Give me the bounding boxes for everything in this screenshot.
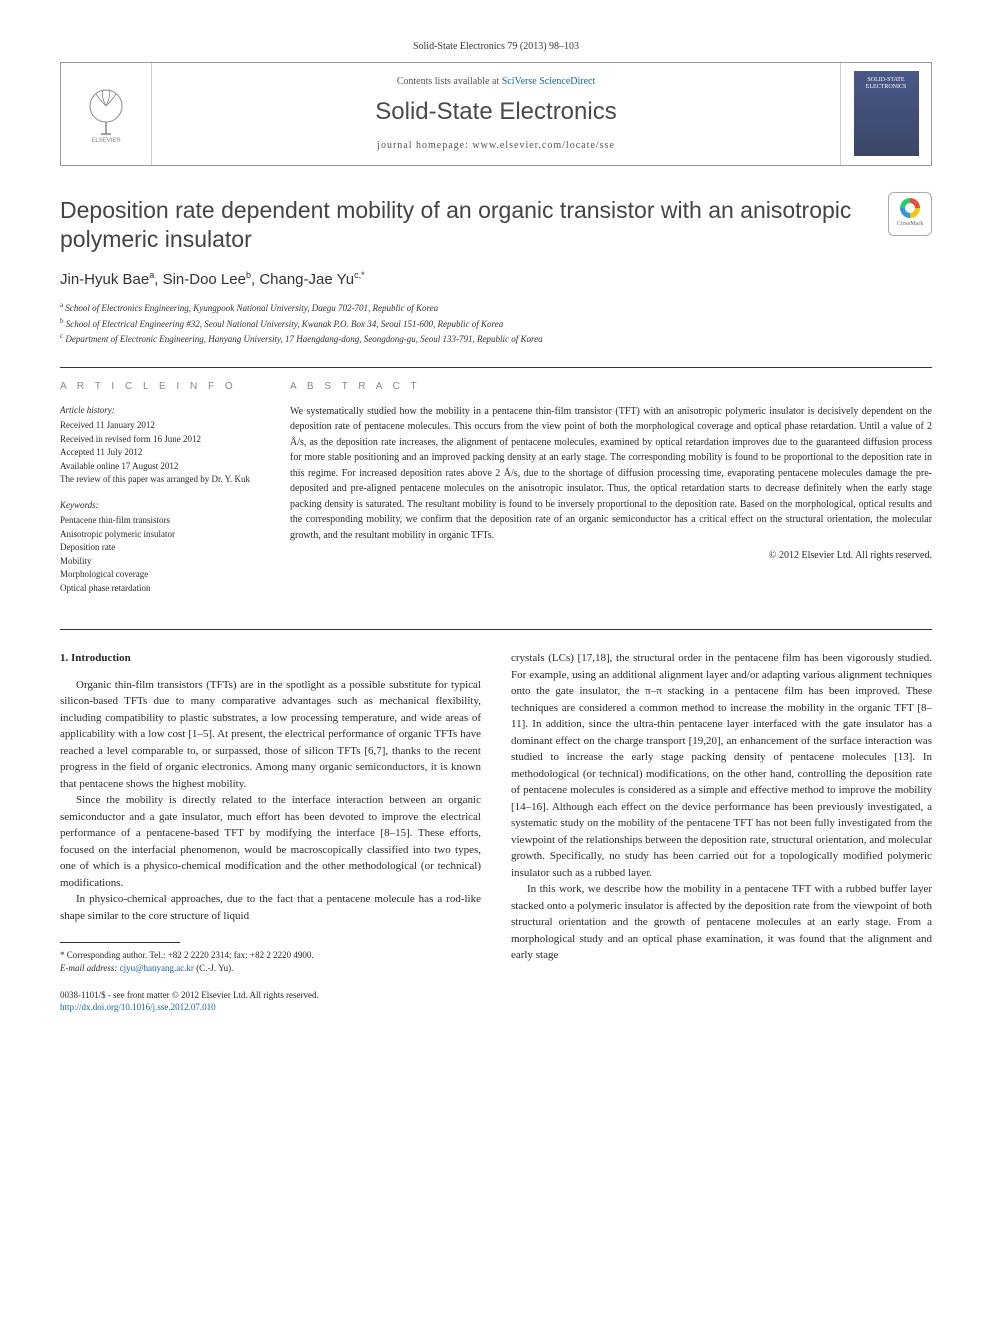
article-history-block: Article history: Received 11 January 201… [60, 404, 260, 487]
abstract-column: A B S T R A C T We systematically studie… [290, 380, 932, 608]
divider [60, 629, 932, 630]
article-info-column: A R T I C L E I N F O Article history: R… [60, 380, 260, 608]
crossmark-label: CrossMark [897, 220, 924, 228]
contents-available-line: Contents lists available at SciVerse Sci… [162, 75, 830, 89]
author: Sin-Doo Lee [163, 271, 246, 288]
info-abstract-row: A R T I C L E I N F O Article history: R… [60, 380, 932, 608]
abstract-heading: A B S T R A C T [290, 380, 932, 394]
homepage-url[interactable]: www.elsevier.com/locate/sse [472, 140, 614, 151]
keyword: Mobility [60, 555, 260, 569]
publisher-logo-cell: ELSEVIER [61, 63, 151, 165]
citation-line: Solid-State Electronics 79 (2013) 98–103 [60, 40, 932, 54]
author-sup: b [246, 270, 251, 280]
body-paragraph: In physico-chemical approaches, due to t… [60, 891, 481, 924]
elsevier-tree-logo-icon: ELSEVIER [81, 84, 131, 144]
section-heading: 1. Introduction [60, 650, 481, 667]
footnote-divider [60, 942, 180, 943]
abstract-copyright: © 2012 Elsevier Ltd. All rights reserved… [290, 549, 932, 563]
journal-name: Solid-State Electronics [162, 95, 830, 129]
history-item: Accepted 11 July 2012 [60, 446, 260, 460]
affiliation: b School of Electrical Engineering #32, … [60, 316, 932, 332]
journal-homepage-line: journal homepage: www.elsevier.com/locat… [162, 139, 830, 153]
footer-left: 0038-1101/$ - see front matter © 2012 El… [60, 989, 319, 1014]
footer-doi-link[interactable]: http://dx.doi.org/10.1016/j.sse.2012.07.… [60, 1001, 319, 1014]
keyword: Pentacene thin-film transistors [60, 514, 260, 528]
keyword: Deposition rate [60, 541, 260, 555]
corresponding-author-footnote: * Corresponding author. Tel.: +82 2 2220… [60, 949, 481, 974]
author: Chang-Jae Yu [259, 271, 354, 288]
email-line: E-mail address: cjyu@hanyang.ac.kr (C.-J… [60, 962, 481, 975]
email-suffix: (C.-J. Yu). [196, 963, 233, 973]
contents-prefix: Contents lists available at [397, 76, 502, 87]
keyword: Optical phase retardation [60, 582, 260, 596]
author-sup: a [149, 270, 154, 280]
author-list: Jin-Hyuk Baea, Sin-Doo Leeb, Chang-Jae Y… [60, 269, 932, 290]
affiliation-list: a School of Electronics Engineering, Kyu… [60, 300, 932, 347]
journal-cover-thumbnail-icon: SOLID-STATE ELECTRONICS [854, 71, 919, 156]
journal-header-box: ELSEVIER Contents lists available at Sci… [60, 62, 932, 166]
body-paragraph: Since the mobility is directly related t… [60, 792, 481, 891]
article-title: Deposition rate dependent mobility of an… [60, 196, 932, 256]
body-paragraph: Organic thin-film transistors (TFTs) are… [60, 677, 481, 793]
affil-text: School of Electronics Engineering, Kyung… [65, 303, 438, 313]
affiliation: c Department of Electronic Engineering, … [60, 331, 932, 347]
keywords-label: Keywords: [60, 499, 260, 513]
history-item: Received 11 January 2012 [60, 419, 260, 433]
journal-cover-cell: SOLID-STATE ELECTRONICS [841, 63, 931, 165]
body-paragraph: crystals (LCs) [17,18], the structural o… [511, 650, 932, 881]
journal-header-center: Contents lists available at SciVerse Sci… [151, 63, 841, 165]
history-item: The review of this paper was arranged by… [60, 473, 260, 487]
history-item: Available online 17 August 2012 [60, 460, 260, 474]
body-right-column: crystals (LCs) [17,18], the structural o… [511, 650, 932, 974]
keyword: Anisotropic polymeric insulator [60, 528, 260, 542]
divider [60, 367, 932, 368]
crossmark-badge[interactable]: CrossMark [888, 192, 932, 236]
crossmark-circle-icon [900, 198, 920, 218]
sciencedirect-link[interactable]: SciVerse ScienceDirect [502, 76, 596, 87]
keywords-block: Keywords: Pentacene thin-film transistor… [60, 499, 260, 596]
author-sup: c,* [354, 270, 365, 280]
affiliation: a School of Electronics Engineering, Kyu… [60, 300, 932, 316]
svg-text:ELSEVIER: ELSEVIER [91, 138, 121, 144]
affil-sup: b [60, 317, 64, 325]
affil-sup: a [60, 301, 63, 309]
affil-text: School of Electrical Engineering #32, Se… [66, 319, 503, 329]
affil-sup: c [60, 332, 63, 340]
homepage-prefix: journal homepage: [377, 140, 472, 151]
history-item: Received in revised form 16 June 2012 [60, 433, 260, 447]
body-paragraph: In this work, we describe how the mobili… [511, 881, 932, 964]
abstract-text: We systematically studied how the mobili… [290, 404, 932, 544]
corr-author-line: * Corresponding author. Tel.: +82 2 2220… [60, 949, 481, 962]
body-left-column: 1. Introduction Organic thin-film transi… [60, 650, 481, 974]
cover-title: SOLID-STATE ELECTRONICS [857, 77, 916, 91]
footer-copyright: 0038-1101/$ - see front matter © 2012 El… [60, 989, 319, 1002]
author: Jin-Hyuk Bae [60, 271, 149, 288]
affil-text: Department of Electronic Engineering, Ha… [65, 334, 542, 344]
body-two-column: 1. Introduction Organic thin-film transi… [60, 650, 932, 974]
history-label: Article history: [60, 404, 260, 418]
page-footer: 0038-1101/$ - see front matter © 2012 El… [60, 989, 932, 1014]
email-link[interactable]: cjyu@hanyang.ac.kr [120, 963, 194, 973]
email-label: E-mail address: [60, 963, 117, 973]
article-info-heading: A R T I C L E I N F O [60, 380, 260, 394]
keyword: Morphological coverage [60, 568, 260, 582]
